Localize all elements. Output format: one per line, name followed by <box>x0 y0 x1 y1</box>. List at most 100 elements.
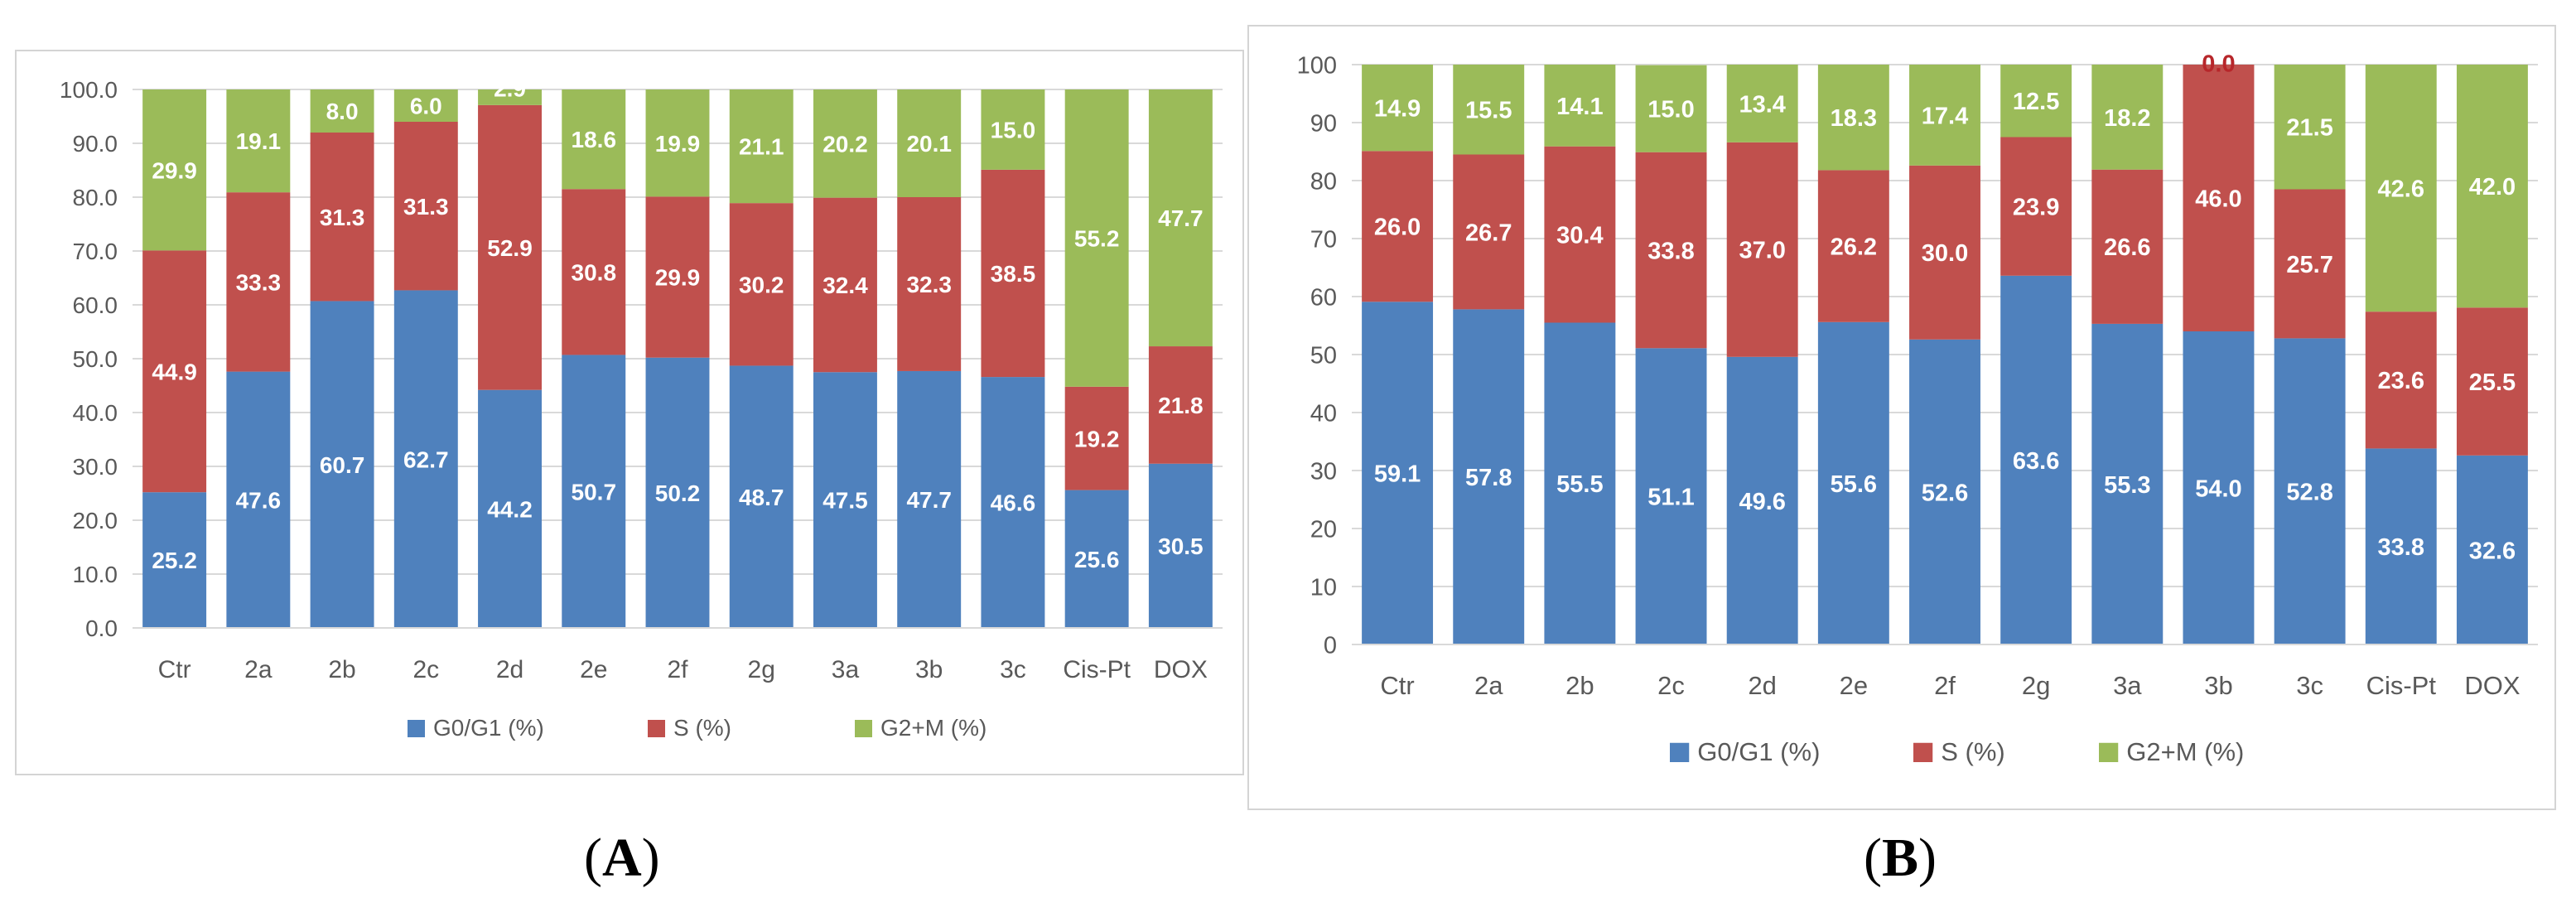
data-label-b-Cis-Pt-s: 23.6 <box>2378 368 2424 394</box>
bar-a-2e-g0g1 <box>562 355 626 628</box>
x-tick-label-a-2d: 2d <box>496 656 523 683</box>
x-tick-label-a-3a: 3a <box>832 656 860 683</box>
bar-a-3b-s <box>897 197 962 371</box>
data-label-b-DOX-s: 25.5 <box>2469 369 2516 396</box>
data-label-a-Ctr-g2m: 29.9 <box>152 157 197 183</box>
bar-b-2g-g2m <box>2000 65 2072 138</box>
data-label-a-3c-g2m: 15.0 <box>991 118 1036 143</box>
bar-b-2d-g0g1 <box>1726 356 1798 644</box>
bar-b-2c-g0g1 <box>1635 348 1707 644</box>
bar-a-DOX-g2m <box>1148 89 1213 347</box>
y-tick-label-b-2: 20 <box>1310 516 1337 543</box>
data-label-b-2e-s: 26.2 <box>1831 234 1877 261</box>
bar-a-3c-s <box>981 169 1045 378</box>
data-label-b-3a-g2m: 18.2 <box>2104 105 2150 132</box>
data-label-a-2d-g2m: 2.9 <box>494 75 526 101</box>
bar-b-2e-s <box>1817 170 1889 322</box>
data-label-a-2c-g2m: 6.0 <box>410 94 442 119</box>
data-label-b-Cis-Pt-g0g1: 33.8 <box>2378 534 2424 561</box>
y-tick-label-a-9: 90.0 <box>73 131 118 157</box>
data-label-b-3c-g2m: 21.5 <box>2286 115 2332 142</box>
data-label-b-Ctr-g0g1: 59.1 <box>1374 461 1421 488</box>
bar-a-2g-g0g1 <box>729 365 794 628</box>
panel-label-a-open: ( <box>584 828 602 888</box>
data-label-a-DOX-g0g1: 30.5 <box>1158 533 1204 559</box>
bar-b-2d-s <box>1726 142 1798 357</box>
y-tick-label-a-4: 40.0 <box>73 400 118 426</box>
bar-a-2c-s <box>393 122 458 291</box>
legend-label-a-s: S (%) <box>673 715 731 741</box>
data-label-a-2b-s: 31.3 <box>320 205 365 230</box>
panel-label-a-letter: A <box>601 828 642 888</box>
bar-b-Cis-Pt-s <box>2365 311 2437 449</box>
data-label-b-2g-s: 23.9 <box>2013 195 2059 221</box>
bar-a-3a-g2m <box>813 89 877 198</box>
y-tick-label-b-5: 50 <box>1310 342 1337 369</box>
y-tick-label-b-7: 70 <box>1310 226 1337 253</box>
bar-a-2b-g2m <box>310 89 374 133</box>
data-label-a-Ctr-s: 44.9 <box>152 359 197 384</box>
bar-a-3a-g0g1 <box>813 372 877 628</box>
data-label-b-2d-g0g1: 49.6 <box>1739 489 1785 515</box>
x-tick-label-b-2c: 2c <box>1657 671 1685 700</box>
bar-a-2f-g2m <box>645 89 710 197</box>
data-label-b-2b-g0g1: 55.5 <box>1556 471 1603 498</box>
data-label-a-2f-g2m: 19.9 <box>655 131 701 157</box>
data-label-a-2g-s: 30.2 <box>739 272 784 297</box>
y-tick-label-b-8: 80 <box>1310 168 1337 195</box>
panel-label-b-letter: B <box>1881 828 1919 888</box>
bar-b-2b-g0g1 <box>1544 322 1616 644</box>
x-tick-label-b-DOX: DOX <box>2464 671 2521 700</box>
bar-b-DOX-g2m <box>2456 65 2528 308</box>
legend-label-b-s: S (%) <box>1941 737 2005 766</box>
bar-a-2f-s <box>645 196 710 358</box>
data-label-a-3b-g0g1: 47.7 <box>906 487 952 513</box>
x-tick-label-a-Ctr: Ctr <box>158 656 191 683</box>
data-label-b-2c-g2m: 15.0 <box>1647 97 1694 123</box>
data-label-a-2a-s: 33.3 <box>236 269 282 295</box>
data-label-a-3b-s: 32.3 <box>906 272 952 297</box>
data-label-b-2g-g2m: 12.5 <box>2013 89 2059 115</box>
data-label-a-3c-g0g1: 46.6 <box>991 490 1036 516</box>
bar-b-2g-s <box>2000 137 2072 276</box>
bar-b-2a-g2m <box>1453 65 1525 155</box>
chart-panel-a: 0.0 10.0 20.0 30.0 40.0 50.0 60.0 70.0 80.0 90.0 1… <box>15 50 1244 775</box>
x-tick-label-b-2a: 2a <box>1474 671 1503 700</box>
chart-panel-b: 0 10 20 30 40 50 60 70 80 90 100 59.1 26.0 14.9 Ctr 57.… <box>1247 25 2556 810</box>
bar-b-Ctr-s <box>1362 151 1434 302</box>
data-label-b-2c-s: 33.8 <box>1647 238 1694 264</box>
panel-label-b-close: ) <box>1918 828 1937 888</box>
data-label-b-2b-g2m: 14.1 <box>1556 94 1603 120</box>
bar-a-DOX-g0g1 <box>1148 463 1213 628</box>
x-tick-label-b-Cis-Pt: Cis-Pt <box>2366 671 2437 700</box>
bar-a-3c-g2m <box>981 89 1045 170</box>
bar-b-2a-s <box>1453 154 1525 310</box>
x-tick-label-b-3b: 3b <box>2204 671 2232 700</box>
legend-label-b-g2m: G2+M (%) <box>2126 737 2244 766</box>
bar-b-3a-g0g1 <box>2091 323 2164 644</box>
data-label-b-2c-g0g1: 51.1 <box>1647 485 1694 511</box>
data-label-b-3b-g0g1: 54.0 <box>2195 475 2241 502</box>
legend-swatch-b-g0g1 <box>1670 742 1690 762</box>
x-tick-label-b-2d: 2d <box>1748 671 1776 700</box>
x-tick-label-a-2a: 2a <box>244 656 273 683</box>
bar-a-3a-s <box>813 197 877 373</box>
bar-b-2f-g2m <box>1909 65 1980 166</box>
bar-b-2c-g2m <box>1635 65 1707 152</box>
data-label-b-DOX-g2m: 42.0 <box>2469 174 2516 200</box>
stacked-bar-chart-b: 0 10 20 30 40 50 60 70 80 90 100 59.1 26.0 14.9 Ctr 57.… <box>1297 51 2538 766</box>
data-label-b-2b-s: 30.4 <box>1556 223 1603 249</box>
y-tick-label-b-10: 100 <box>1297 52 1337 79</box>
data-label-a-2a-g2m: 19.1 <box>236 128 282 154</box>
data-label-b-3b-g2m: 0.0 <box>2202 51 2235 78</box>
data-label-a-Cis-Pt-s: 19.2 <box>1074 426 1120 451</box>
bar-a-Ctr-g2m <box>142 89 207 251</box>
data-label-a-Cis-Pt-g0g1: 25.6 <box>1074 547 1120 572</box>
y-tick-label-a-0: 0.0 <box>85 615 118 641</box>
data-label-b-2f-s: 30.0 <box>1922 240 1968 267</box>
bar-a-2a-g2m <box>226 89 291 193</box>
data-label-b-2a-s: 26.7 <box>1465 220 1512 246</box>
data-label-b-2e-g2m: 18.3 <box>1831 105 1877 132</box>
data-label-a-3a-s: 32.4 <box>822 273 868 298</box>
bar-b-3a-s <box>2091 169 2164 324</box>
